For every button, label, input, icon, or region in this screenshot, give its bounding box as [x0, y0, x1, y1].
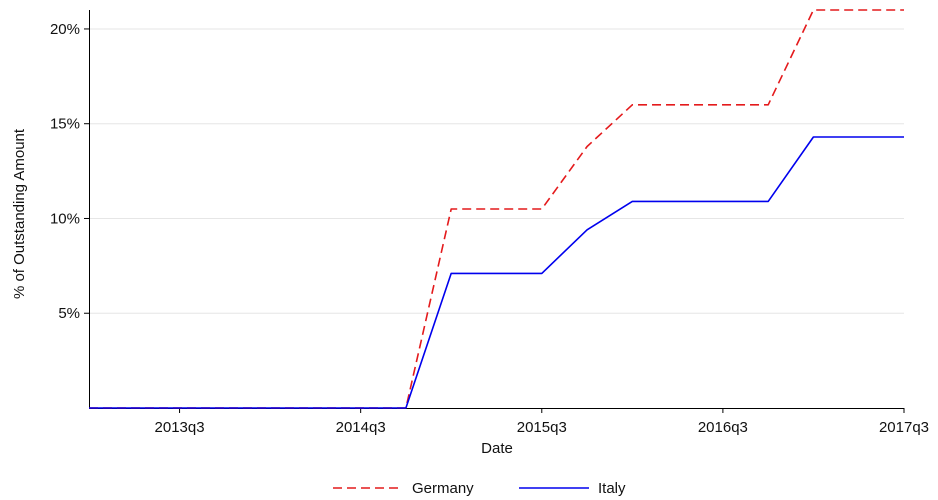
series-lines	[89, 9, 904, 409]
x-tick-label: 2016q3	[698, 419, 748, 436]
y-tick-label: 5%	[58, 305, 80, 322]
x-tick-label: 2017q3	[879, 419, 929, 436]
y-tick-label: 15%	[50, 116, 80, 133]
grid-lines	[89, 28, 904, 314]
y-tick-label: 20%	[50, 21, 80, 38]
x-ticks: 2013q3 2014q3 2015q3 2016q3 2017q3	[155, 408, 929, 436]
x-tick-label: 2015q3	[517, 419, 567, 436]
series-line-germany	[89, 9, 904, 409]
x-axis-title: Date	[481, 440, 513, 457]
legend-label-germany: Germany	[412, 480, 474, 497]
series-line-italy	[89, 136, 904, 409]
y-axis-title: % of Outstanding Amount	[11, 128, 28, 299]
legend: Germany Italy	[333, 480, 626, 497]
y-tick-label: 10%	[50, 210, 80, 227]
x-tick-label: 2014q3	[336, 419, 386, 436]
x-tick-label: 2013q3	[155, 419, 205, 436]
legend-label-italy: Italy	[598, 480, 626, 497]
y-ticks: 5% 10% 15% 20%	[50, 21, 89, 322]
